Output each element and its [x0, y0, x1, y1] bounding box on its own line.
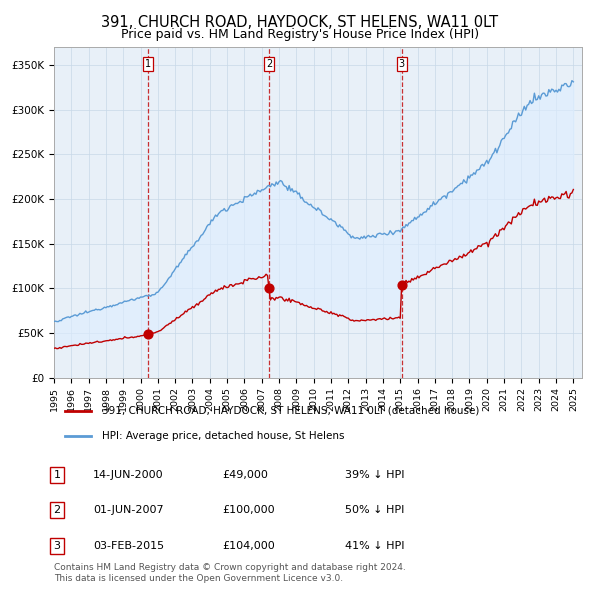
- Text: This data is licensed under the Open Government Licence v3.0.: This data is licensed under the Open Gov…: [54, 573, 343, 583]
- Text: 1: 1: [53, 470, 61, 480]
- Text: 03-FEB-2015: 03-FEB-2015: [93, 541, 164, 550]
- Point: [143, 329, 153, 339]
- Text: 01-JUN-2007: 01-JUN-2007: [93, 506, 164, 515]
- Text: 2: 2: [266, 59, 272, 69]
- Text: 50% ↓ HPI: 50% ↓ HPI: [345, 506, 404, 515]
- Text: 3: 3: [399, 59, 405, 69]
- Text: 39% ↓ HPI: 39% ↓ HPI: [345, 470, 404, 480]
- Text: 2: 2: [53, 506, 61, 515]
- Text: 391, CHURCH ROAD, HAYDOCK, ST HELENS, WA11 0LT (detached house): 391, CHURCH ROAD, HAYDOCK, ST HELENS, WA…: [101, 406, 479, 416]
- Point: [397, 280, 407, 290]
- Text: 1: 1: [145, 59, 151, 69]
- Text: Contains HM Land Registry data © Crown copyright and database right 2024.: Contains HM Land Registry data © Crown c…: [54, 563, 406, 572]
- Text: Price paid vs. HM Land Registry's House Price Index (HPI): Price paid vs. HM Land Registry's House …: [121, 28, 479, 41]
- Text: 41% ↓ HPI: 41% ↓ HPI: [345, 541, 404, 550]
- Text: £104,000: £104,000: [222, 541, 275, 550]
- Text: 14-JUN-2000: 14-JUN-2000: [93, 470, 164, 480]
- Point: [264, 284, 274, 293]
- Text: HPI: Average price, detached house, St Helens: HPI: Average price, detached house, St H…: [101, 431, 344, 441]
- Text: £100,000: £100,000: [222, 506, 275, 515]
- Text: £49,000: £49,000: [222, 470, 268, 480]
- Text: 391, CHURCH ROAD, HAYDOCK, ST HELENS, WA11 0LT: 391, CHURCH ROAD, HAYDOCK, ST HELENS, WA…: [101, 15, 499, 30]
- Text: 3: 3: [53, 541, 61, 550]
